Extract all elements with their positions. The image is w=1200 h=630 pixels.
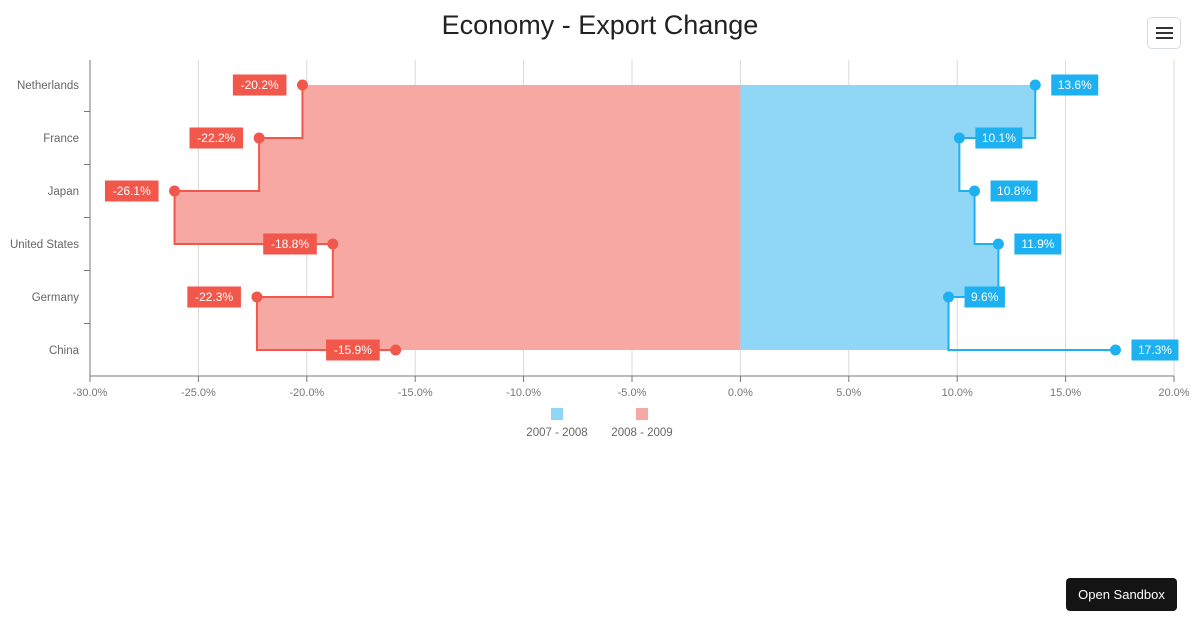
data-label: 11.9%: [1021, 237, 1054, 251]
y-category-label: Japan: [48, 186, 79, 198]
data-label-box: [1051, 74, 1099, 96]
legend-swatch: [551, 408, 563, 420]
data-point-marker: [390, 344, 402, 356]
y-category-label: France: [43, 133, 79, 145]
y-category-label: Germany: [32, 292, 80, 304]
data-label-box: [232, 74, 287, 96]
data-label-box: [1131, 339, 1179, 361]
chart-title: Economy - Export Change: [441, 10, 759, 40]
data-label: 13.6%: [1058, 78, 1092, 92]
data-label-box: [975, 127, 1023, 149]
data-point-marker: [992, 238, 1004, 250]
x-tick-label: -5.0%: [618, 387, 647, 399]
x-tick-label: 20.0%: [1158, 387, 1189, 399]
axes: -30.0% -25.0% -20.0% -15.0% -10.0% -5.0% 0.0% 5…: [10, 60, 1190, 399]
data-point-marker: [943, 291, 955, 303]
data-point-marker: [953, 132, 965, 144]
range-area-2007-2008: [740, 85, 1116, 350]
data-point-marker: [251, 291, 263, 303]
data-label-box: [187, 286, 241, 308]
data-label: -18.8%: [271, 237, 309, 251]
legend-label: 2008 - 2009: [611, 427, 672, 439]
data-label: -22.3%: [195, 290, 233, 304]
x-tick-label: 5.0%: [836, 387, 861, 399]
data-point-marker: [1109, 344, 1121, 356]
data-label: 17.3%: [1138, 343, 1172, 357]
x-tick-label: -15.0%: [398, 387, 433, 399]
legend: 2007 - 2008 2008 - 2009: [526, 408, 673, 439]
data-labels: 13.6% 10.1% 10.8% 11.9% 9.6% 17.3% -20.2% -22.2…: [104, 74, 1179, 361]
data-label: -15.9%: [334, 343, 372, 357]
data-point-marker: [296, 79, 308, 91]
data-point-marker: [253, 132, 265, 144]
data-point-marker: [1029, 79, 1041, 91]
x-tick-label: 0.0%: [728, 387, 753, 399]
x-tick-label: -20.0%: [289, 387, 324, 399]
legend-label: 2007 - 2008: [526, 427, 587, 439]
data-label-box: [1014, 233, 1062, 255]
data-label: -26.1%: [113, 184, 151, 198]
chart-menu-button[interactable]: [1147, 17, 1181, 49]
data-label: -22.2%: [197, 131, 235, 145]
data-point-marker: [169, 185, 181, 197]
x-tick-label: 15.0%: [1050, 387, 1081, 399]
range-area-2008-2009: [174, 85, 741, 350]
data-label-box: [964, 286, 1005, 308]
data-label: 10.8%: [997, 184, 1031, 198]
x-tick-label: -30.0%: [73, 387, 108, 399]
data-point-marker: [327, 238, 339, 250]
legend-swatch: [636, 408, 648, 420]
data-label: 10.1%: [982, 131, 1016, 145]
range-areas: [174, 85, 1116, 350]
hamburger-line: [1155, 37, 1173, 39]
data-label-box: [104, 180, 159, 202]
data-label-box: [326, 339, 380, 361]
open-sandbox-button[interactable]: Open Sandbox: [1066, 578, 1177, 611]
data-label: -20.2%: [241, 78, 279, 92]
hamburger-line: [1155, 32, 1173, 34]
data-point-marker: [969, 185, 981, 197]
data-label-box: [990, 180, 1038, 202]
x-tick-label: 10.0%: [942, 387, 973, 399]
y-category-label: China: [49, 345, 80, 357]
data-label-box: [189, 127, 244, 149]
hamburger-menu-icon: [1155, 27, 1173, 29]
step-line: [173, 85, 396, 351]
y-category-label: United States: [10, 239, 79, 251]
x-tick-label: -10.0%: [506, 387, 541, 399]
x-tick-label: -25.0%: [181, 387, 216, 399]
data-label-box: [263, 233, 317, 255]
data-label: 9.6%: [971, 290, 999, 304]
y-category-label: Netherlands: [17, 80, 79, 92]
